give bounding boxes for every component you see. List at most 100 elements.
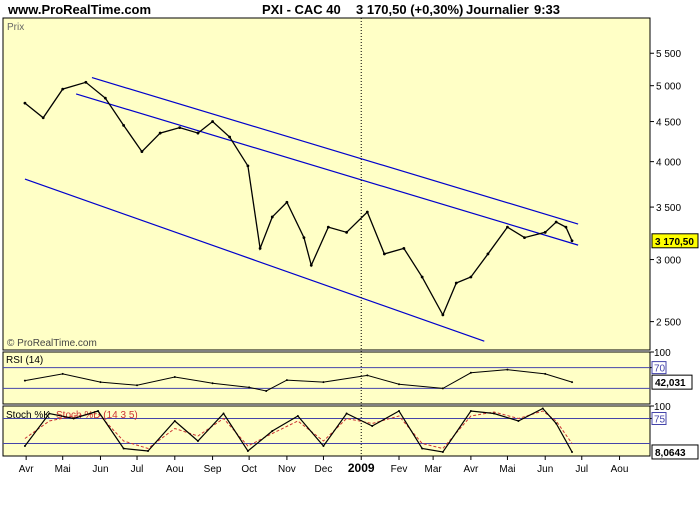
x-tick-label: Aou xyxy=(611,464,629,475)
x-tick-label: Avr xyxy=(463,464,478,475)
rsi-y-tick-label: 100 xyxy=(654,348,671,359)
x-tick-label: Mai xyxy=(55,464,71,475)
stoch-k-point xyxy=(397,410,400,412)
rsi-title: RSI (14) xyxy=(6,355,43,366)
price-point xyxy=(402,246,406,250)
rsi-point xyxy=(366,374,369,377)
rsi-plot-area xyxy=(2,351,651,405)
rsi-point xyxy=(23,379,26,382)
price-point xyxy=(228,135,232,139)
x-tick-label: Nov xyxy=(278,464,296,475)
x-tick-label: Sep xyxy=(204,464,222,475)
price-plot-area xyxy=(2,17,651,351)
rsi-point xyxy=(285,379,288,382)
price-point xyxy=(441,313,445,317)
price-point xyxy=(285,200,289,204)
price-point xyxy=(554,220,558,224)
price-y-tick-label: 3 500 xyxy=(656,203,681,214)
stoch-k-point xyxy=(72,417,75,420)
price-panel-label: Prix xyxy=(7,22,24,33)
stoch-k-point xyxy=(196,440,199,442)
x-tick-label: Jul xyxy=(575,464,588,475)
price-series-line xyxy=(24,81,573,317)
stoch-k-point xyxy=(555,422,558,425)
stoch-k-point xyxy=(122,447,125,450)
stoch-k-point xyxy=(469,410,472,412)
price-trendline xyxy=(24,178,485,342)
price-last-value-box xyxy=(651,233,699,249)
header-price-change: 3 170,50 (+0,30%) xyxy=(356,2,463,17)
price-point xyxy=(84,80,88,84)
price-y-tick-label: 4 500 xyxy=(656,118,681,129)
stoch-k-line xyxy=(24,407,573,453)
header-instrument: PXI - CAC 40 xyxy=(262,2,341,17)
price-trendline xyxy=(75,93,579,246)
stoch-k-point xyxy=(571,450,574,453)
price-trendline xyxy=(91,77,579,225)
price-panel: 2 500 3 000 3 500 4 000 4 500 5 000 5 500 Prix ©… xyxy=(2,17,699,351)
price-point xyxy=(41,116,45,120)
x-tick-label: Jun xyxy=(92,464,108,475)
stoch-k-point xyxy=(493,412,496,415)
price-point xyxy=(365,210,369,214)
stoch-k-point xyxy=(541,407,544,410)
price-point xyxy=(506,225,509,229)
stoch-title-k: Stoch %K xyxy=(6,410,50,421)
price-point xyxy=(382,252,386,256)
stoch-k-point xyxy=(296,415,299,417)
x-tick-label: Mar xyxy=(424,464,442,475)
price-last-value-label: 3 170,50 xyxy=(655,237,694,248)
header-site-link[interactable]: www.ProRealTime.com xyxy=(7,2,151,17)
stoch-k-point xyxy=(222,412,225,415)
rsi-point xyxy=(173,375,176,378)
rsi-point xyxy=(571,381,574,384)
price-y-tick-label: 5 000 xyxy=(656,82,681,93)
rsi-point xyxy=(248,386,251,389)
rsi-point xyxy=(99,381,102,384)
x-tick-label: Dec xyxy=(315,464,333,475)
x-tick-label-year: 2009 xyxy=(348,461,375,475)
rsi-point xyxy=(211,382,214,385)
x-tick-label: Fev xyxy=(391,464,408,475)
x-tick-label: Mai xyxy=(499,464,515,475)
price-point xyxy=(122,123,126,127)
price-point xyxy=(564,225,568,229)
rsi-point xyxy=(469,371,472,374)
price-point xyxy=(258,246,262,250)
price-point xyxy=(326,225,330,229)
price-point xyxy=(309,263,313,267)
price-point xyxy=(543,230,547,234)
header-period: Journalier xyxy=(466,2,529,17)
stoch-plot-area xyxy=(2,405,651,457)
x-tick-label: Jun xyxy=(537,464,553,475)
price-point xyxy=(196,131,200,135)
price-point xyxy=(246,164,250,168)
stoch-k-point xyxy=(371,425,374,427)
rsi-point xyxy=(544,372,547,375)
stoch-k-point xyxy=(271,430,274,432)
price-y-tick-label: 2 500 xyxy=(656,318,681,329)
price-point xyxy=(454,281,458,285)
price-point xyxy=(486,252,490,256)
price-point xyxy=(103,96,107,100)
price-point xyxy=(211,120,214,123)
price-point xyxy=(140,150,144,153)
price-y-tick-label: 5 500 xyxy=(656,49,681,60)
stoch-k-point xyxy=(146,450,149,452)
rsi-last-value-label: 42,031 xyxy=(655,378,686,389)
price-point xyxy=(158,131,162,135)
stoch-k-point xyxy=(23,445,26,447)
price-point xyxy=(270,215,274,219)
stoch-k-point xyxy=(441,451,444,453)
rsi-point xyxy=(322,381,325,384)
price-point xyxy=(23,101,27,105)
rsi-point xyxy=(397,383,400,386)
x-tick-label: Jul xyxy=(131,464,144,475)
stochastic-panel: 100 75 Stoch %K Stoch %D (14 3 5) 8,0643 xyxy=(2,402,699,460)
x-axis: Avr Mai Jun Jul Aou Sep Oct Nov Dec 2009 Fev Mar Avr… xyxy=(19,18,629,475)
price-point xyxy=(302,236,306,239)
stoch-last-value-box xyxy=(651,444,699,460)
price-point xyxy=(420,275,424,279)
